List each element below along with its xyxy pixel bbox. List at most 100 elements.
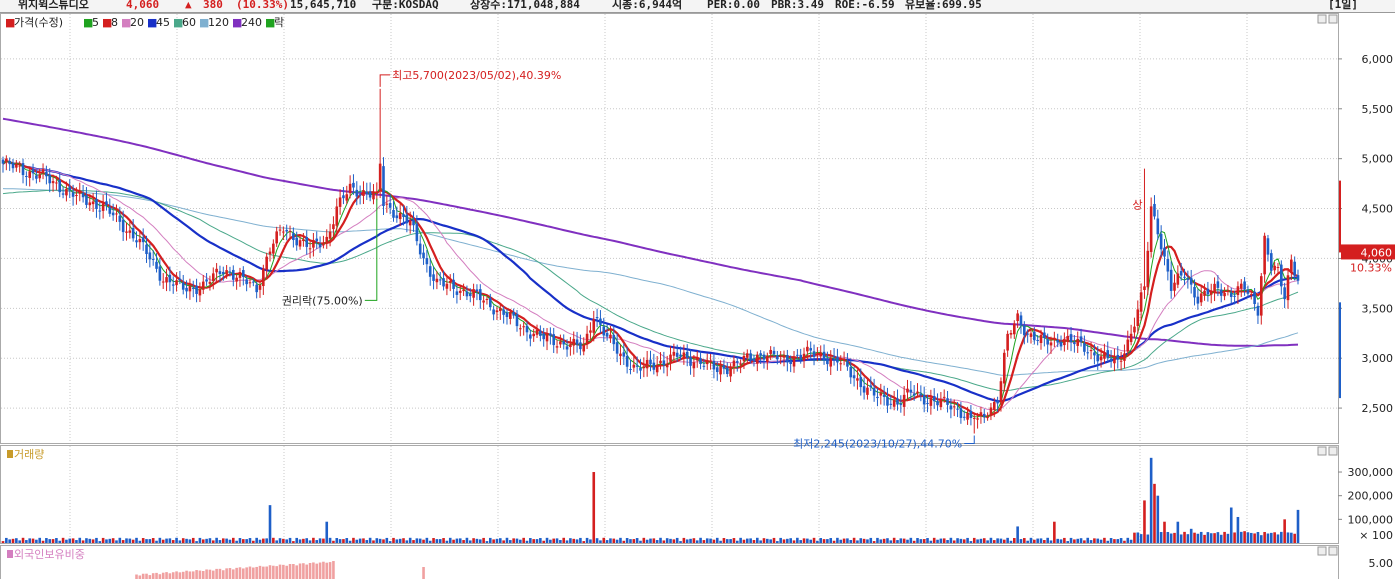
candle-body	[1259, 276, 1263, 316]
candle-body	[539, 330, 542, 336]
range-bar-down	[1339, 302, 1341, 399]
volume-bar	[1109, 538, 1113, 543]
volume-bar	[1243, 531, 1246, 543]
candle-body	[1229, 293, 1233, 297]
volume-bar	[752, 540, 756, 543]
volume-bar	[75, 540, 78, 543]
candle-body	[318, 243, 322, 248]
volume-bar	[228, 539, 232, 543]
volume-bar	[235, 540, 238, 543]
candle-body	[552, 334, 556, 346]
volume-bar	[245, 539, 248, 543]
volume-bar	[81, 540, 85, 543]
volume-bar	[505, 537, 509, 543]
volume-bar	[719, 540, 722, 543]
legend-label: 20	[130, 16, 144, 29]
candle-body	[535, 329, 539, 335]
foreign-close-button[interactable]	[1328, 546, 1338, 556]
candle-body	[1196, 296, 1200, 304]
volume-bar	[642, 537, 646, 543]
foreign-bar	[265, 566, 268, 579]
candle-body	[295, 237, 299, 246]
price-tick-label: 2,500	[1362, 402, 1394, 415]
candle-body	[952, 406, 956, 408]
candle-body	[368, 191, 372, 198]
candle-body	[1103, 352, 1106, 359]
candle-body	[842, 359, 846, 361]
candle-body	[1079, 336, 1083, 342]
volume-bar	[679, 541, 682, 543]
volume-bar	[1253, 533, 1256, 543]
last-price-label: 4,060	[1361, 246, 1393, 259]
candle-body	[101, 203, 105, 211]
candle-body	[972, 418, 976, 420]
candle-body	[846, 361, 849, 367]
volume-close-button[interactable]	[1328, 446, 1338, 456]
price-tick-label: 5,500	[1362, 103, 1394, 116]
candle-body	[619, 353, 622, 357]
volume-bar	[999, 538, 1003, 543]
candle-body	[51, 181, 55, 184]
candle-body	[1223, 292, 1226, 297]
volume-bar	[1039, 538, 1043, 543]
price-close-button[interactable]	[1328, 14, 1338, 24]
volume-bar	[415, 538, 419, 543]
candle-body	[1049, 342, 1053, 346]
volume-bar	[632, 539, 636, 543]
candle-body	[131, 228, 135, 239]
price-panel[interactable]	[0, 13, 1339, 444]
candle-body	[155, 261, 158, 269]
foreign-bar	[255, 566, 258, 579]
candle-body	[111, 212, 115, 216]
candle-body	[1176, 273, 1180, 285]
volume-panel[interactable]	[0, 445, 1339, 544]
candle-body	[265, 256, 268, 270]
candle-body	[962, 416, 966, 418]
candle-body	[492, 309, 495, 315]
candle-body	[322, 243, 325, 246]
volume-bar	[809, 539, 813, 543]
period-selector[interactable]: [1일]	[1328, 0, 1358, 11]
candle-body	[625, 355, 629, 367]
volume-bar	[1016, 526, 1019, 543]
foreign-bar	[178, 572, 182, 579]
volume-bar	[1196, 533, 1200, 543]
volume-bar	[128, 538, 132, 543]
candle-body	[275, 231, 278, 244]
volume-bar	[612, 538, 616, 543]
volume-bar	[1266, 533, 1270, 543]
candle-body	[816, 354, 819, 356]
foreign-bar	[221, 570, 225, 579]
candle-body	[455, 291, 459, 295]
volume-bar	[1206, 532, 1210, 543]
volume-bar	[88, 538, 92, 543]
candle-body	[81, 193, 85, 198]
legend: ■가격(수정) ■5 ■8 ■20 ■45 ■60 ■120 ■240 ■락	[5, 16, 284, 29]
candle-body	[1093, 352, 1096, 356]
foreign-bar	[148, 575, 152, 579]
volume-bar	[1056, 538, 1059, 543]
candle-body	[745, 353, 749, 358]
volume-bar	[278, 538, 282, 543]
foreign-bar	[238, 567, 242, 579]
volume-bar	[185, 538, 188, 543]
candle-body	[1133, 326, 1136, 333]
candle-body	[759, 353, 762, 356]
foreign-bar	[195, 570, 198, 579]
candle-body	[582, 345, 586, 352]
candle-body	[522, 326, 525, 328]
price-minimize-button[interactable]	[1317, 14, 1327, 24]
volume-minimize-button[interactable]	[1317, 446, 1327, 456]
candle-body	[549, 333, 552, 336]
volume-bar	[365, 540, 369, 543]
range-bar-up	[1339, 180, 1341, 253]
candle-body	[505, 312, 509, 318]
volume-bar	[669, 538, 672, 543]
foreign-bar	[252, 567, 255, 579]
candle-body	[1096, 354, 1100, 362]
panel-buttons[interactable]	[1317, 14, 1338, 556]
foreign-minimize-button[interactable]	[1317, 546, 1327, 556]
volume-bar	[836, 537, 839, 543]
volume-bar	[8, 539, 11, 543]
